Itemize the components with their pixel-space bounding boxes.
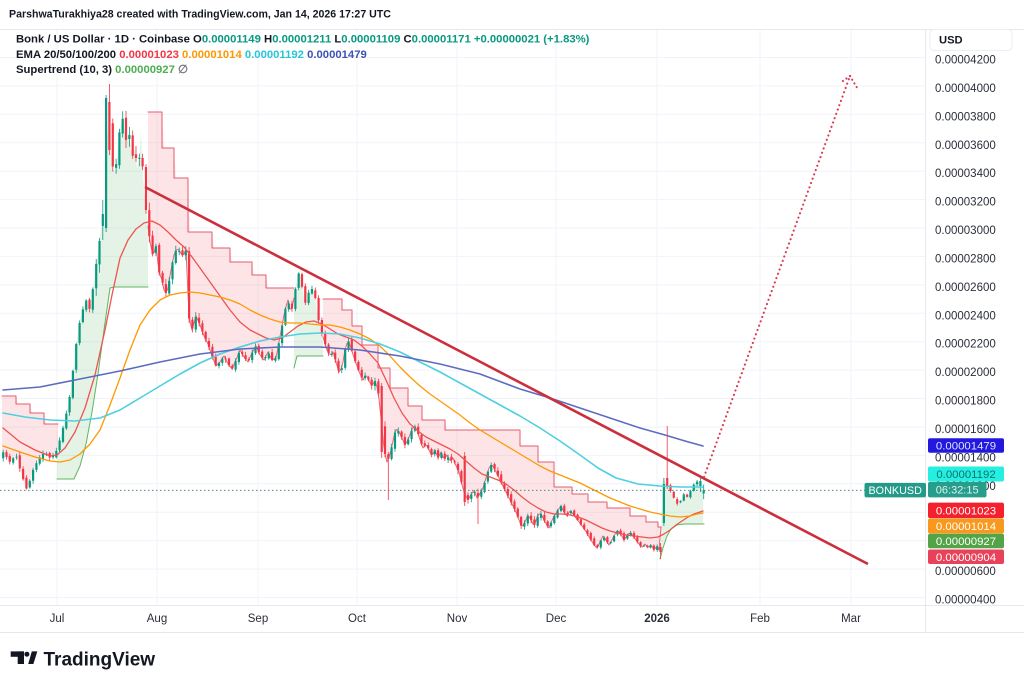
svg-text:TradingView: TradingView	[44, 650, 156, 671]
svg-text:Jul: Jul	[50, 613, 65, 625]
svg-text:06:32:15: 06:32:15	[936, 485, 979, 497]
svg-text:Feb: Feb	[750, 613, 770, 625]
svg-text:0.00000927: 0.00000927	[936, 536, 996, 548]
svg-text:0.00001400: 0.00001400	[935, 452, 996, 464]
svg-text:0.00001800: 0.00001800	[935, 396, 996, 408]
svg-text:Dec: Dec	[546, 613, 567, 625]
svg-text:Nov: Nov	[447, 613, 468, 625]
svg-text:ParshwaTurakhiya28 created wit: ParshwaTurakhiya28 created with TradingV…	[9, 9, 391, 21]
svg-text:Sep: Sep	[248, 613, 268, 625]
svg-text:0.00004000: 0.00004000	[935, 83, 996, 95]
svg-text:2026: 2026	[644, 613, 670, 625]
svg-text:Supertrend (10, 3) 0.00000927: Supertrend (10, 3) 0.00000927 ∅	[16, 64, 188, 76]
svg-text:0.00003000: 0.00003000	[935, 225, 996, 237]
svg-text:Mar: Mar	[841, 613, 861, 625]
svg-text:0.00001014: 0.00001014	[936, 521, 996, 533]
svg-text:0.00003200: 0.00003200	[935, 197, 996, 209]
svg-text:BONKUSD: BONKUSD	[868, 485, 922, 497]
svg-text:Bonk / US Dollar · 1D · Coinba: Bonk / US Dollar · 1D · Coinbase O0.0000…	[16, 34, 590, 46]
svg-text:USD: USD	[939, 35, 963, 47]
svg-text:0.00000400: 0.00000400	[935, 595, 996, 607]
svg-text:0.00001023: 0.00001023	[936, 505, 996, 517]
svg-text:0.00001479: 0.00001479	[936, 441, 996, 453]
svg-text:0.00002800: 0.00002800	[935, 253, 996, 265]
svg-text:0.00002600: 0.00002600	[935, 282, 996, 294]
svg-text:0.00002200: 0.00002200	[935, 339, 996, 351]
svg-text:0.00002400: 0.00002400	[935, 310, 996, 322]
svg-text:Oct: Oct	[348, 613, 367, 625]
svg-text:0.00003600: 0.00003600	[935, 140, 996, 152]
svg-text:0.00000904: 0.00000904	[936, 552, 996, 564]
svg-text:0.00004200: 0.00004200	[935, 55, 996, 67]
svg-text:0.00002000: 0.00002000	[935, 367, 996, 379]
svg-text:Aug: Aug	[147, 613, 167, 625]
svg-text:0.00001600: 0.00001600	[935, 424, 996, 436]
svg-text:0.00003400: 0.00003400	[935, 168, 996, 180]
svg-text:0.00003800: 0.00003800	[935, 111, 996, 123]
svg-text:EMA 20/50/100/200 0.00001023: EMA 20/50/100/200 0.00001023 0.00001014 …	[16, 49, 367, 61]
svg-text:0.00001192: 0.00001192	[936, 469, 995, 481]
svg-text:0.00000600: 0.00000600	[935, 566, 996, 578]
